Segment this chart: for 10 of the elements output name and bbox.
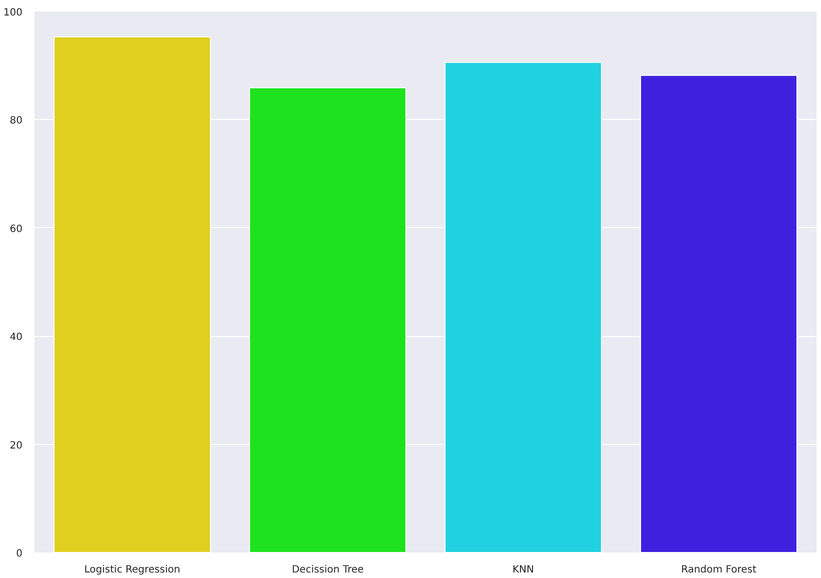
x-tick-label: Random Forest: [681, 564, 756, 576]
y-tick-label: 100: [3, 8, 23, 18]
y-tick-label: 40: [10, 332, 23, 344]
x-tick-label: Logistic Regression: [84, 564, 180, 576]
x-tick-label: KNN: [512, 564, 534, 576]
y-tick-label: 80: [10, 116, 23, 127]
y-tick-label: 0: [16, 548, 23, 560]
y-tick-label: 60: [10, 224, 23, 235]
y-tick-label: 20: [10, 440, 23, 452]
x-tick-label: Decission Tree: [292, 564, 364, 576]
